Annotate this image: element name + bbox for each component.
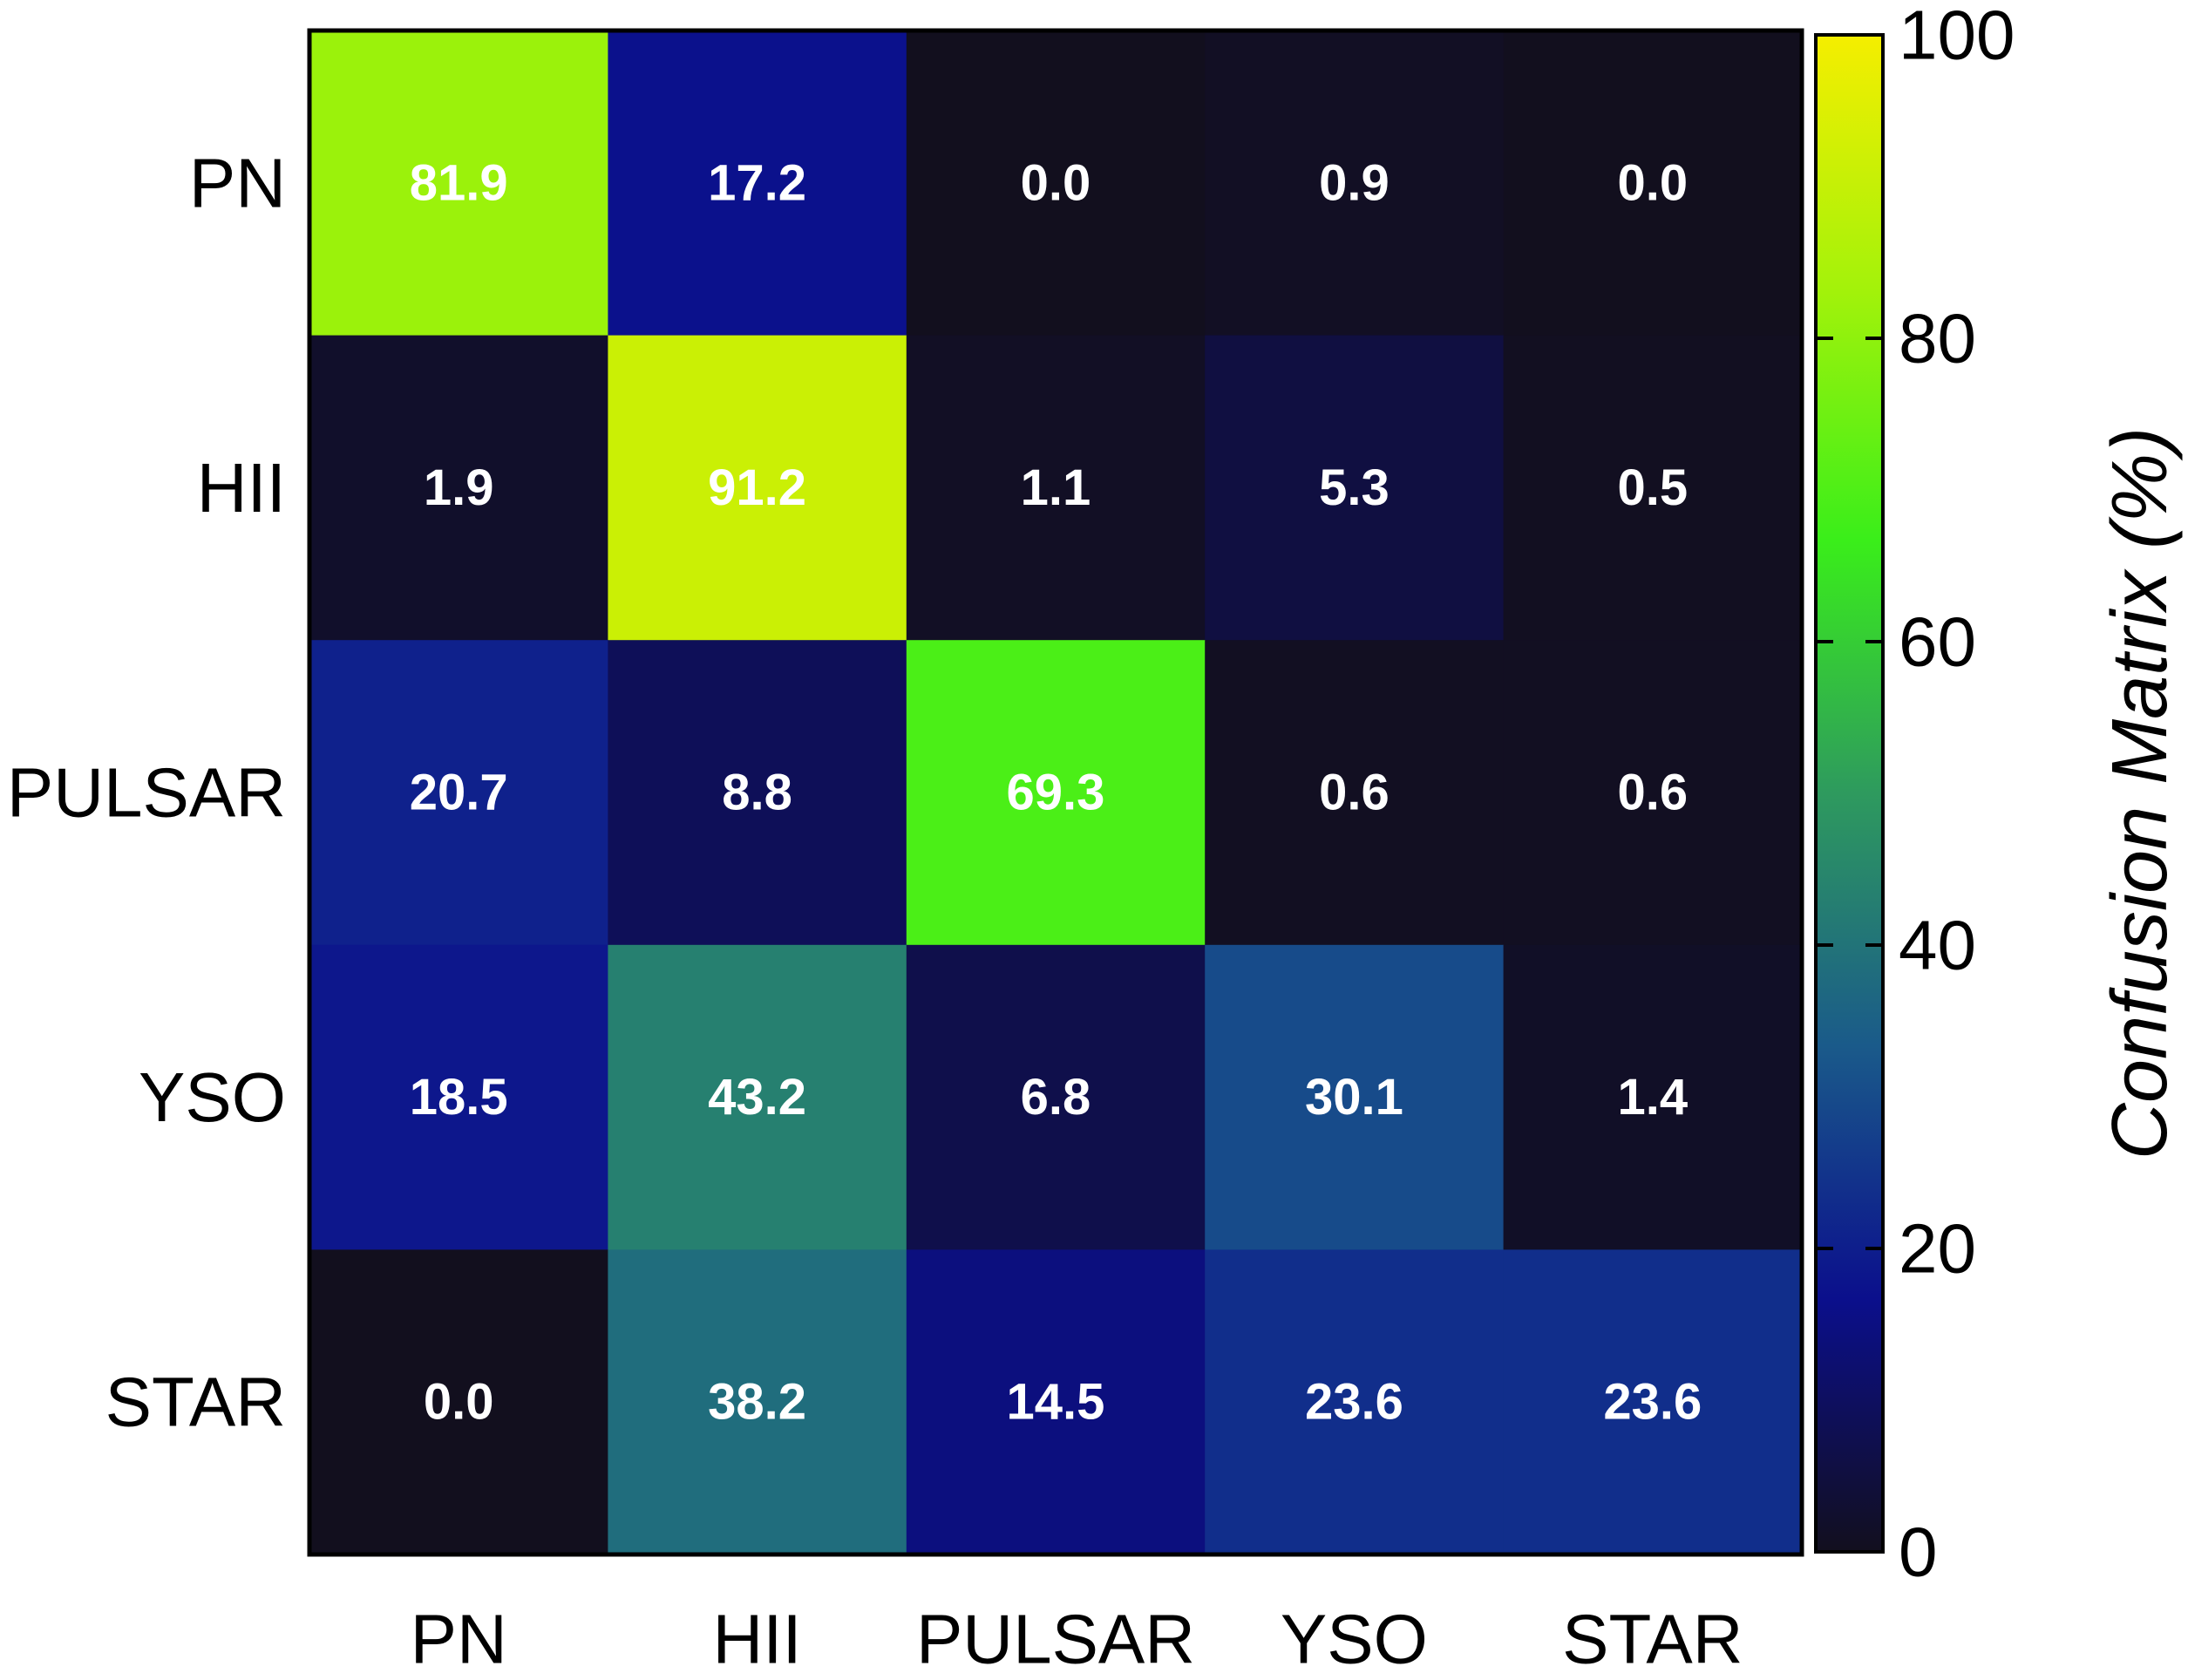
cell-value-label: 17.2 [708, 154, 806, 211]
cell-value-label: 0.6 [1617, 765, 1688, 821]
row-label-hii: HII [197, 449, 286, 527]
row-tick-labels: PN HII PULSAR YSO STAR [7, 144, 286, 1440]
colorbar-tick-label: 80 [1899, 300, 1976, 377]
cell-value-label: 0.0 [1617, 154, 1688, 211]
cell-value-label: 0.0 [424, 1374, 494, 1431]
colorbar-title: Confusion Matrix (%) [2096, 427, 2184, 1160]
cell-value-label: 0.5 [1617, 459, 1688, 516]
cell-value-label: 8.8 [722, 765, 792, 821]
heatmap-cell-yso-yso [1205, 944, 1505, 1250]
heatmap-cell-yso-hii [608, 944, 907, 1250]
column-label-star: STAR [1562, 1601, 1743, 1678]
heatmap-cell-pulsar-pn [309, 640, 608, 946]
heatmap-cell-pn-pulsar [906, 31, 1206, 337]
row-label-yso: YSO [139, 1058, 286, 1136]
heatmap-cell-pn-star [1503, 31, 1803, 337]
heatmap-cell-pn-hii [608, 31, 907, 337]
cell-value-label: 1.4 [1617, 1069, 1688, 1126]
row-label-pn: PN [189, 144, 286, 221]
column-label-hii: HII [712, 1601, 801, 1678]
column-tick-labels: PN HII PULSAR YSO STAR [411, 1601, 1743, 1678]
row-label-star: STAR [105, 1364, 286, 1441]
heatmap-cell-star-pulsar [906, 1249, 1206, 1555]
cell-value-label: 30.1 [1305, 1069, 1403, 1126]
heatmap-cell-star-pn [309, 1249, 608, 1555]
heatmap-cell-pulsar-star [1503, 640, 1803, 946]
heatmap-cell-pulsar-yso [1205, 640, 1505, 946]
heatmap-cell-pn-pn [309, 31, 608, 337]
cell-value-label: 0.0 [1021, 154, 1091, 211]
column-label-yso: YSO [1281, 1601, 1428, 1678]
heatmap-cell-hii-pulsar [906, 335, 1206, 641]
heatmap-cell-hii-hii [608, 335, 907, 641]
colorbar: 0 20 40 60 80 100 Confusion Matrix (%) [1814, 0, 2184, 1591]
row-label-pulsar: PULSAR [7, 754, 286, 832]
heatmap-cell-hii-pn [309, 335, 608, 641]
colorbar-tick-label: 0 [1899, 1513, 1938, 1591]
cell-value-label: 5.3 [1319, 459, 1390, 516]
heatmap-cell-star-hii [608, 1249, 907, 1555]
heatmap-cell-pulsar-pulsar [906, 640, 1206, 946]
cell-value-label: 18.5 [410, 1069, 508, 1126]
heatmap-cell-pulsar-hii [608, 640, 907, 946]
cell-value-label: 14.5 [1007, 1374, 1105, 1431]
heatmap-cell-hii-yso [1205, 335, 1505, 641]
colorbar-ticks: 0 20 40 60 80 100 [1816, 0, 2015, 1591]
heatmap-cell-yso-star [1503, 944, 1803, 1250]
cell-value-label: 1.1 [1021, 459, 1091, 516]
colorbar-tick-label: 40 [1899, 907, 1976, 984]
cell-value-label: 23.6 [1603, 1374, 1702, 1431]
heatmap-cell-yso-pn [309, 944, 608, 1250]
colorbar-tick-label: 100 [1899, 0, 2015, 74]
heatmap-value-labels: 81.9 17.2 0.0 0.9 0.0 1.9 91.2 1.1 5.3 0.5 20.7 8.8… [410, 154, 1702, 1430]
heatmap-cells [309, 31, 1803, 1555]
cell-value-label: 0.6 [1319, 765, 1390, 821]
heatmap-cell-pn-yso [1205, 31, 1505, 337]
cell-value-label: 0.9 [1319, 154, 1390, 211]
heatmap-cell-star-star [1503, 1249, 1803, 1555]
cell-value-label: 38.2 [708, 1374, 806, 1431]
cell-value-label: 43.2 [708, 1069, 806, 1126]
heatmap-cell-yso-pulsar [906, 944, 1206, 1250]
colorbar-tick-label: 20 [1899, 1210, 1976, 1288]
colorbar-gradient [1814, 33, 1885, 1554]
cell-value-label: 20.7 [410, 765, 508, 821]
heatmap-cell-star-yso [1205, 1249, 1505, 1555]
plot-frame [307, 28, 1804, 1557]
column-label-pulsar: PULSAR [916, 1601, 1195, 1678]
cell-value-label: 1.9 [424, 459, 494, 516]
cell-value-label: 6.8 [1021, 1069, 1091, 1126]
cell-value-label: 91.2 [708, 459, 806, 516]
cell-value-label: 69.3 [1007, 765, 1105, 821]
cell-value-label: 81.9 [410, 154, 508, 211]
heatmap-cell-hii-star [1503, 335, 1803, 641]
column-label-pn: PN [411, 1601, 507, 1678]
colorbar-tick-label: 60 [1899, 603, 1976, 681]
cell-value-label: 23.6 [1305, 1374, 1403, 1431]
